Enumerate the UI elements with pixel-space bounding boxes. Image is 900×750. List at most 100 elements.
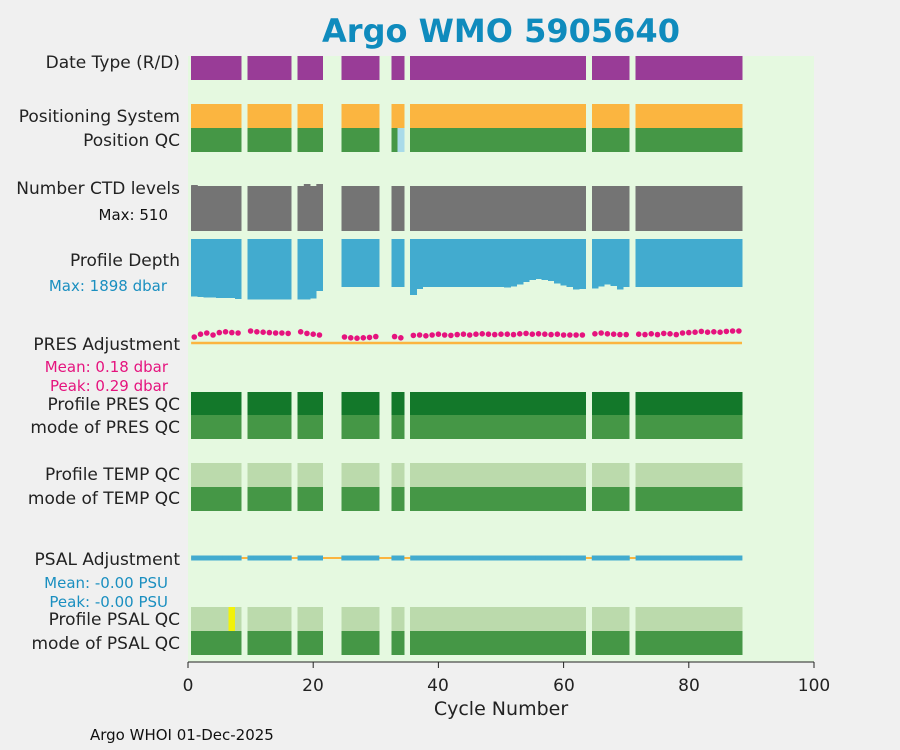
- status-bar-mode-of-psal-qc-cycle-5: [216, 631, 223, 655]
- profile-depth-bar-cycle-40: [435, 239, 442, 287]
- profile-depth-bar-cycle-12: [259, 239, 267, 300]
- status-bar-profile-temp-qc-cycle-67: [604, 463, 611, 487]
- profile-depth-bar-cycle-8: [234, 239, 242, 299]
- status-bar-mode-of-pres-qc-cycle-7: [228, 415, 236, 439]
- status-bar-profile-psal-qc-cycle-49: [491, 607, 499, 631]
- status-bar-positioning-system-cycle-36: [410, 104, 417, 128]
- status-bar-mode-of-temp-qc-cycle-40: [435, 487, 442, 511]
- status-bar-date-type-r-d--cycle-85: [716, 56, 724, 80]
- pres-adjustment-point-cycle-30: [373, 333, 379, 340]
- status-bar-profile-pres-qc-cycle-85: [716, 392, 724, 415]
- status-bar-profile-psal-qc-cycle-74: [648, 607, 655, 631]
- status-bar-mode-of-psal-qc-cycle-88: [735, 631, 743, 655]
- psal-adjustment-segment-cycle-55: [529, 555, 536, 561]
- status-bar-position-qc-cycle-38: [422, 128, 430, 152]
- status-bar-profile-pres-qc-cycle-19: [303, 392, 311, 415]
- status-bar-profile-pres-qc-cycle-83: [704, 392, 712, 415]
- status-bar-date-type-r-d--cycle-84: [710, 56, 718, 80]
- status-bar-profile-pres-qc-cycle-72: [635, 392, 643, 415]
- pres-adjustment-point-cycle-77: [667, 331, 673, 337]
- status-bar-date-type-r-d--cycle-52: [510, 56, 518, 80]
- status-bar-profile-temp-qc-cycle-63: [579, 463, 586, 487]
- status-bar-mode-of-temp-qc-cycle-41: [441, 487, 449, 511]
- status-bar-date-type-r-d--cycle-28: [360, 56, 367, 80]
- status-bar-number-ctd-levels-cycle-18: [297, 186, 305, 231]
- status-bar-positioning-system-cycle-55: [529, 104, 536, 128]
- status-bar-date-type-r-d--cycle-47: [479, 56, 486, 80]
- status-bar-profile-psal-qc-cycle-11: [253, 607, 261, 631]
- status-bar-profile-temp-qc-cycle-13: [266, 463, 273, 487]
- status-bar-number-ctd-levels-cycle-74: [648, 186, 655, 231]
- psal-adjustment-segment-cycle-39: [429, 555, 436, 561]
- status-bar-profile-temp-qc-cycle-69: [616, 463, 624, 487]
- profile-depth-bar-cycle-43: [454, 239, 461, 287]
- status-bar-mode-of-temp-qc-cycle-44: [460, 487, 467, 511]
- psal-adjustment-segment-cycle-85: [716, 555, 724, 561]
- status-bar-mode-of-psal-qc-cycle-80: [685, 631, 693, 655]
- status-bar-mode-of-psal-qc-cycle-1: [191, 631, 198, 655]
- psal-adjustment-segment-cycle-42: [447, 555, 455, 561]
- status-bar-positioning-system-cycle-46: [472, 104, 480, 128]
- pres-adjustment-point-cycle-13: [266, 329, 273, 336]
- status-bar-profile-psal-qc-cycle-2: [197, 607, 205, 631]
- psal-adjustment-segment-cycle-43: [454, 555, 461, 561]
- status-bar-profile-temp-qc-cycle-81: [691, 463, 699, 487]
- status-bar-mode-of-psal-qc-cycle-6: [222, 631, 230, 655]
- status-bar-profile-temp-qc-cycle-61: [566, 463, 574, 487]
- status-bar-date-type-r-d--cycle-76: [660, 56, 668, 80]
- status-bar-mode-of-pres-qc-cycle-57: [541, 415, 549, 439]
- chart-canvas: [187, 56, 815, 668]
- status-bar-date-type-r-d--cycle-62: [572, 56, 580, 80]
- pres-adjustment-point-cycle-66: [598, 330, 604, 336]
- status-bar-profile-temp-qc-cycle-55: [529, 463, 536, 487]
- status-bar-mode-of-pres-qc-cycle-53: [516, 415, 524, 439]
- status-bar-mode-of-psal-qc-cycle-81: [691, 631, 699, 655]
- status-bar-profile-temp-qc-cycle-83: [704, 463, 712, 487]
- status-bar-number-ctd-levels-cycle-8: [234, 186, 242, 231]
- status-bar-mode-of-pres-qc-cycle-2: [197, 415, 205, 439]
- status-bar-date-type-r-d--cycle-54: [522, 56, 530, 80]
- profile-depth-bar-cycle-54: [522, 239, 530, 282]
- status-bar-number-ctd-levels-cycle-47: [479, 186, 486, 231]
- status-bar-profile-pres-qc-cycle-15: [278, 392, 286, 415]
- profile-depth-max: Max: 1898 dbar: [48, 277, 167, 295]
- status-bar-profile-psal-qc-cycle-50: [497, 607, 505, 631]
- status-bar-number-ctd-levels-cycle-62: [572, 186, 580, 231]
- status-bar-mode-of-temp-qc-cycle-81: [691, 487, 699, 511]
- status-bar-mode-of-pres-qc-cycle-44: [460, 415, 467, 439]
- status-bar-positioning-system-cycle-13: [266, 104, 273, 128]
- status-bar-profile-temp-qc-cycle-5: [216, 463, 223, 487]
- status-bar-mode-of-psal-qc-cycle-66: [598, 631, 605, 655]
- status-bar-date-type-r-d--cycle-57: [541, 56, 549, 80]
- status-bar-date-type-r-d--cycle-82: [698, 56, 705, 80]
- status-bar-mode-of-pres-qc-cycle-86: [723, 415, 730, 439]
- status-bar-mode-of-pres-qc-cycle-21: [316, 415, 323, 439]
- status-bar-profile-temp-qc-cycle-41: [441, 463, 449, 487]
- status-bar-number-ctd-levels-cycle-80: [685, 186, 693, 231]
- label-profile-pres-qc: Profile PRES QC: [47, 395, 180, 415]
- status-bar-date-type-r-d--cycle-1: [191, 56, 198, 80]
- status-bar-position-qc-cycle-52: [510, 128, 518, 152]
- status-bar-positioning-system-cycle-28: [360, 104, 367, 128]
- status-bar-positioning-system-cycle-16: [285, 104, 292, 128]
- status-bar-mode-of-psal-qc-cycle-62: [572, 631, 580, 655]
- status-bar-profile-temp-qc-cycle-86: [723, 463, 730, 487]
- status-bar-mode-of-temp-qc-cycle-61: [566, 487, 574, 511]
- status-bar-mode-of-temp-qc-cycle-62: [572, 487, 580, 511]
- status-bar-mode-of-psal-qc-cycle-25: [341, 631, 349, 655]
- status-bar-positioning-system-cycle-70: [623, 104, 630, 128]
- status-bar-mode-of-pres-qc-cycle-83: [704, 415, 712, 439]
- status-bar-number-ctd-levels-cycle-12: [259, 186, 267, 231]
- pres-adjustment-point-cycle-87: [729, 328, 736, 334]
- pres-adjustment-point-cycle-34: [398, 335, 404, 341]
- status-bar-mode-of-psal-qc-cycle-13: [266, 631, 273, 655]
- status-bar-mode-of-psal-qc-cycle-61: [566, 631, 574, 655]
- psal-adjustment-segment-cycle-67: [604, 555, 611, 561]
- status-bar-position-qc-cycle-51: [504, 128, 511, 152]
- status-bar-profile-pres-qc-cycle-21: [316, 392, 323, 415]
- status-bar-profile-pres-qc-cycle-61: [566, 392, 574, 415]
- status-bar-position-qc-cycle-59: [554, 128, 561, 152]
- status-bar-mode-of-pres-qc-cycle-33: [391, 415, 399, 439]
- status-bar-position-qc-cycle-54: [522, 128, 530, 152]
- status-bar-mode-of-temp-qc-cycle-39: [429, 487, 436, 511]
